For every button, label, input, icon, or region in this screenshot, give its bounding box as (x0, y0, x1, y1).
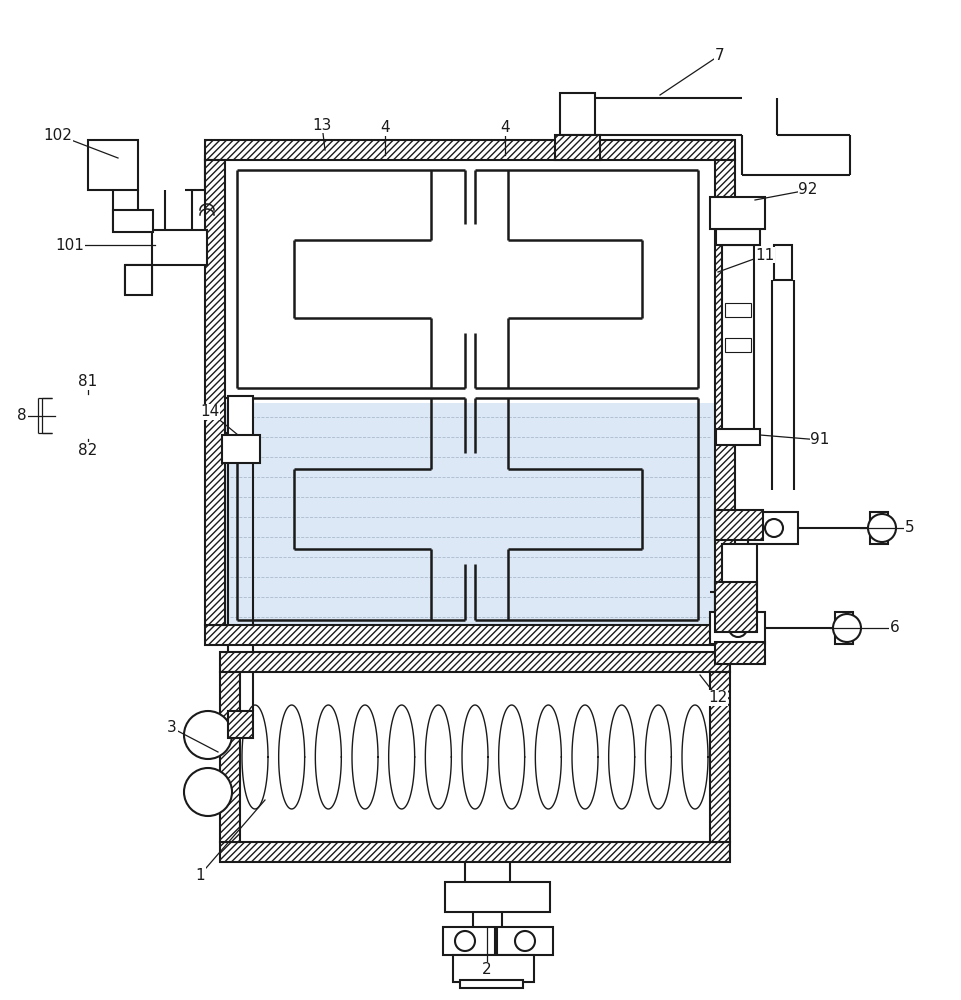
Bar (722, 245, 753, 430)
Bar (709, 672, 729, 842)
Bar (87, 140, 137, 190)
Bar (239, 672, 709, 842)
Bar (225, 160, 714, 403)
Bar (442, 927, 495, 955)
Bar (725, 338, 751, 352)
Text: 3: 3 (167, 720, 177, 736)
Text: 7: 7 (714, 48, 724, 63)
Text: 82: 82 (78, 443, 97, 458)
Text: 12: 12 (707, 690, 727, 706)
Circle shape (728, 619, 747, 637)
Bar (222, 435, 259, 463)
Bar (453, 955, 533, 982)
Bar (714, 642, 764, 664)
Bar (774, 245, 791, 280)
Circle shape (867, 514, 895, 542)
Bar (205, 160, 225, 625)
Bar (869, 512, 887, 544)
Bar (205, 140, 734, 160)
Bar (834, 612, 852, 644)
Text: 8: 8 (17, 408, 27, 423)
Bar (220, 652, 729, 672)
Circle shape (764, 519, 782, 537)
Text: 92: 92 (798, 182, 817, 198)
Text: 4: 4 (380, 120, 389, 135)
Bar (497, 927, 553, 955)
Circle shape (514, 931, 534, 951)
Bar (228, 396, 253, 438)
Circle shape (832, 614, 860, 642)
Bar (559, 93, 595, 135)
Bar (725, 303, 751, 317)
Text: 4: 4 (500, 120, 509, 135)
Bar (152, 230, 207, 265)
Text: 101: 101 (56, 237, 85, 252)
Text: 81: 81 (78, 374, 97, 389)
Text: 2: 2 (481, 962, 491, 978)
Text: 91: 91 (809, 432, 828, 448)
Bar (554, 135, 600, 160)
Bar (714, 582, 756, 632)
Text: 102: 102 (43, 127, 72, 142)
Bar (722, 544, 756, 612)
Bar (748, 512, 798, 544)
Bar (225, 403, 714, 625)
Circle shape (184, 768, 232, 816)
Bar (228, 711, 253, 738)
Bar (445, 882, 550, 912)
Bar (125, 265, 152, 295)
Text: 13: 13 (312, 117, 332, 132)
Text: 11: 11 (754, 247, 774, 262)
Bar (459, 980, 523, 988)
Bar (112, 210, 153, 232)
Bar (709, 612, 764, 644)
Text: 6: 6 (889, 620, 899, 636)
Text: 5: 5 (904, 520, 914, 536)
Bar (220, 842, 729, 862)
Bar (714, 510, 762, 540)
Text: 1: 1 (195, 867, 205, 882)
Circle shape (184, 711, 232, 759)
Bar (709, 197, 764, 229)
Circle shape (455, 931, 475, 951)
Bar (220, 672, 239, 842)
Bar (714, 160, 734, 625)
Bar (715, 229, 759, 245)
Text: 14: 14 (200, 404, 219, 420)
Bar (715, 429, 759, 445)
Bar (205, 625, 734, 645)
